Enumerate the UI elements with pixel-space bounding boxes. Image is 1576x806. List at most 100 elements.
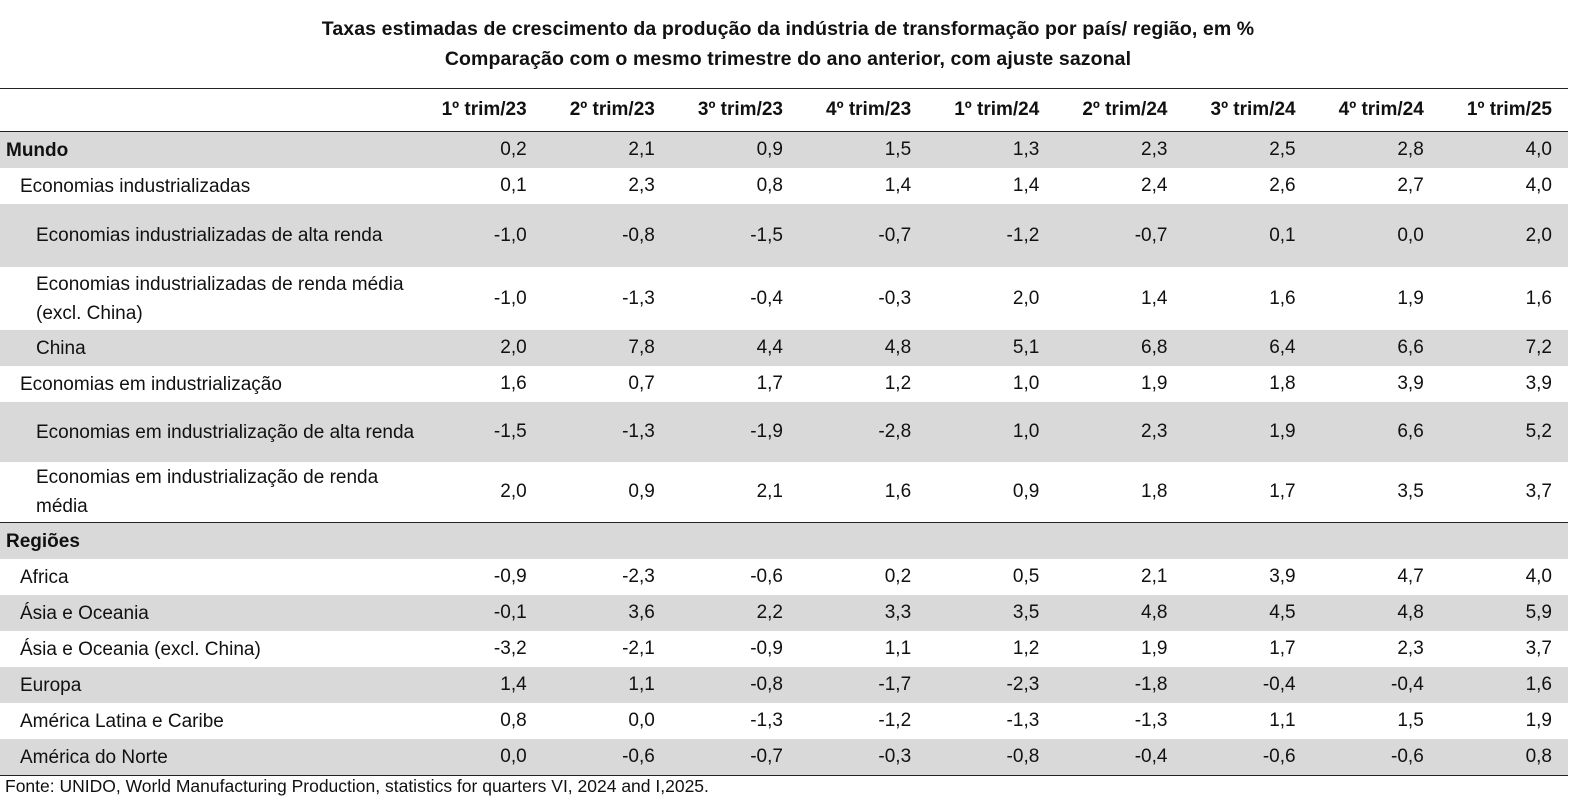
value-cell: 6,4 [1183, 330, 1312, 366]
row-label: Economias industrializadas de alta renda [0, 204, 415, 267]
value-cell: 4,0 [1525, 566, 1552, 587]
value-cell: 3,7 [1525, 481, 1552, 502]
value-cell: -1,9 [670, 402, 799, 462]
value-cell: -0,4 [1311, 667, 1440, 703]
value-cell: 7,8 [542, 330, 671, 366]
value-cell: 1,9 [1141, 373, 1168, 394]
value-cell: 0,0 [628, 710, 655, 731]
value-cell: 3,5 [1397, 481, 1424, 502]
value-cell: 2,0 [1012, 287, 1040, 309]
value-cell: 6,6 [1311, 402, 1440, 462]
value-cell: 1,9 [1183, 402, 1312, 462]
value-cell [1055, 522, 1184, 559]
value-cell: -1,5 [670, 204, 799, 267]
row-label: Africa [20, 566, 69, 588]
value-cell: -0,8 [542, 204, 671, 267]
value-cell: -0,7 [1055, 204, 1184, 267]
table-row: Ásia e Oceania -0,1 3,6 2,2 3,3 3,5 4,8 4,5 4,8 5… [0, 595, 1568, 631]
value-cell: -0,3 [798, 739, 928, 776]
value-cell: 5,1 [927, 330, 1056, 366]
value-cell: 1,6 [1439, 667, 1568, 703]
value-cell [927, 522, 1056, 559]
value-cell: -0,6 [1183, 739, 1312, 776]
value-cell: 6,6 [1311, 330, 1440, 366]
value-cell: 2,3 [1055, 131, 1184, 168]
table-row: Economias industrializadas de renda médi… [0, 267, 1568, 330]
col-header: 4º trim/24 [1311, 88, 1440, 132]
table-row: América Latina e Caribe 0,8 0,0 -1,3 -1,2 -1,… [0, 703, 1568, 739]
value-cell: 4,7 [1397, 566, 1424, 587]
value-cell: 2,1 [756, 481, 783, 502]
table-row: China 2,0 7,8 4,4 4,8 5,1 6,8 6,4 6,6 7,2 [0, 330, 1568, 366]
value-cell: 3,9 [1397, 373, 1424, 394]
value-cell: -0,4 [1183, 667, 1312, 703]
table-row: Ásia e Oceania (excl. China) -3,2 -2,1 -0,9… [0, 631, 1568, 667]
value-cell: 3,9 [1525, 373, 1552, 394]
value-cell: -2,3 [622, 566, 655, 587]
value-cell: 0,2 [884, 566, 912, 587]
value-cell: -0,7 [670, 739, 799, 776]
value-cell: 1,4 [1141, 287, 1168, 309]
value-cell: 1,2 [1012, 638, 1040, 659]
value-cell: -0,9 [750, 638, 783, 659]
value-cell: 1,6 [1269, 287, 1296, 309]
value-cell: -0,7 [798, 204, 928, 267]
col-header: 2º trim/23 [542, 88, 671, 132]
col-header: 3º trim/24 [1183, 88, 1312, 132]
header-row: 1º trim/23 2º trim/23 3º trim/23 4º trim… [0, 88, 1568, 132]
value-cell: 1,8 [1269, 373, 1296, 394]
value-cell: 1,7 [1269, 481, 1296, 502]
value-cell: 1,4 [414, 667, 543, 703]
value-cell [542, 522, 671, 559]
value-cell: 7,2 [1439, 330, 1568, 366]
table-row: Economias industrializadas de alta renda… [0, 204, 1568, 267]
row-label: Economias industrializadas de renda médi… [36, 273, 404, 324]
value-cell: 3,5 [927, 595, 1056, 631]
row-label: Economias em industrialização de renda m… [36, 467, 379, 517]
value-cell: 6,8 [1055, 330, 1184, 366]
value-cell: -1,8 [1055, 667, 1184, 703]
value-cell: 2,2 [670, 595, 799, 631]
header-label-cell [0, 88, 415, 132]
value-cell: 0,0 [1311, 204, 1440, 267]
row-label: Economias industrializadas [20, 175, 251, 197]
value-cell: 1,0 [1012, 373, 1040, 394]
col-header: 1º trim/24 [927, 88, 1056, 132]
row-label: Europa [0, 667, 415, 703]
value-cell: 1,9 [1141, 638, 1168, 659]
value-cell: -1,3 [750, 710, 783, 731]
value-cell: -0,4 [1055, 739, 1184, 776]
value-cell: 2,6 [1269, 175, 1296, 196]
value-cell: -1,2 [878, 710, 912, 731]
row-label: América do Norte [0, 739, 415, 776]
value-cell: -1,7 [798, 667, 928, 703]
table-row: América do Norte 0,0 -0,6 -0,7 -0,3 -0,8 -0,4-… [0, 739, 1568, 776]
value-cell: 1,0 [927, 402, 1056, 462]
value-cell: 1,2 [884, 373, 912, 394]
row-label: América Latina e Caribe [20, 710, 224, 732]
value-cell: 0,9 [628, 481, 655, 502]
value-cell: -0,3 [878, 287, 912, 309]
value-cell: 1,9 [1397, 287, 1424, 309]
value-cell: 0,2 [414, 131, 543, 168]
value-cell: 4,8 [1055, 595, 1184, 631]
value-cell: 1,6 [1525, 287, 1552, 309]
col-header: 1º trim/23 [414, 88, 543, 132]
value-cell: -1,3 [1006, 710, 1040, 731]
value-cell: 1,3 [927, 131, 1056, 168]
value-cell: 0,8 [500, 710, 527, 731]
col-header: 4º trim/23 [798, 88, 928, 132]
value-cell: 1,5 [798, 131, 928, 168]
table-row: Economias industrializadas 0,1 2,3 0,8 1,4 1,… [0, 168, 1568, 204]
value-cell: 0,1 [1183, 204, 1312, 267]
value-cell: 2,0 [414, 330, 543, 366]
row-label: China [0, 330, 415, 366]
value-cell: 4,5 [1183, 595, 1312, 631]
table-row: Economias em industrialização 1,6 0,7 1,7 1,… [0, 366, 1568, 402]
value-cell: 1,7 [1269, 638, 1296, 659]
value-cell: -0,9 [493, 566, 527, 587]
value-cell: 1,8 [1141, 481, 1168, 502]
value-cell: 1,9 [1525, 710, 1552, 731]
growth-rates-table: 1º trim/23 2º trim/23 3º trim/23 4º trim… [0, 88, 1568, 776]
value-cell: 0,7 [628, 373, 655, 394]
